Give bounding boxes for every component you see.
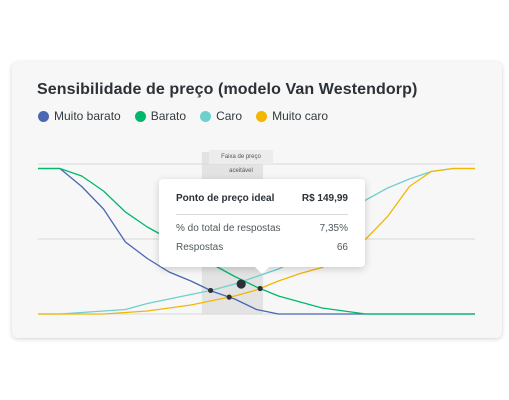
- legend-item-2: Caro: [200, 109, 242, 123]
- legend-dot-icon: [134, 110, 146, 122]
- tooltip-price: R$ 149,99: [301, 193, 348, 204]
- tooltip-percent-value: 7,35%: [319, 223, 348, 234]
- tooltip-responses-value: 66: [336, 242, 348, 253]
- intersection-point-1: [226, 294, 232, 300]
- legend-dot-icon: [200, 110, 212, 122]
- legend-dot-icon: [256, 110, 268, 122]
- series-line-1: [38, 167, 475, 315]
- chart-card: Sensibilidade de preço (modelo Van Weste…: [12, 62, 502, 338]
- optimal-price-tooltip: Ponto de preço ideal R$ 149,99 % do tota…: [159, 179, 365, 274]
- series-line-2: [38, 167, 475, 315]
- legend-item-0: Muito barato: [38, 109, 121, 123]
- optimal-price-point: [236, 279, 246, 289]
- legend-label: Muito caro: [272, 109, 329, 123]
- intersection-point-0: [208, 287, 214, 294]
- tooltip-title: Ponto de preço ideal: [176, 193, 275, 204]
- chart-title: Sensibilidade de preço (modelo Van Weste…: [37, 81, 418, 98]
- acceptable-range-label: Faixa de preço aceitável: [209, 150, 273, 174]
- legend-dot-icon: [38, 110, 49, 122]
- legend-item-3: Muito caro: [256, 109, 328, 123]
- legend: Muito barato Barato Caro Muito caro: [38, 109, 342, 123]
- intersection-point-2: [257, 285, 263, 292]
- legend-label: Caro: [216, 109, 243, 123]
- tooltip-responses-label: Respostas: [176, 242, 224, 253]
- tooltip-percent-label: % do total de respostas: [176, 223, 281, 234]
- series-line-3: [38, 167, 475, 315]
- legend-item-1: Barato: [134, 109, 187, 123]
- legend-label: Muito barato: [54, 109, 121, 123]
- legend-label: Barato: [150, 109, 187, 123]
- tooltip-divider: [176, 214, 348, 215]
